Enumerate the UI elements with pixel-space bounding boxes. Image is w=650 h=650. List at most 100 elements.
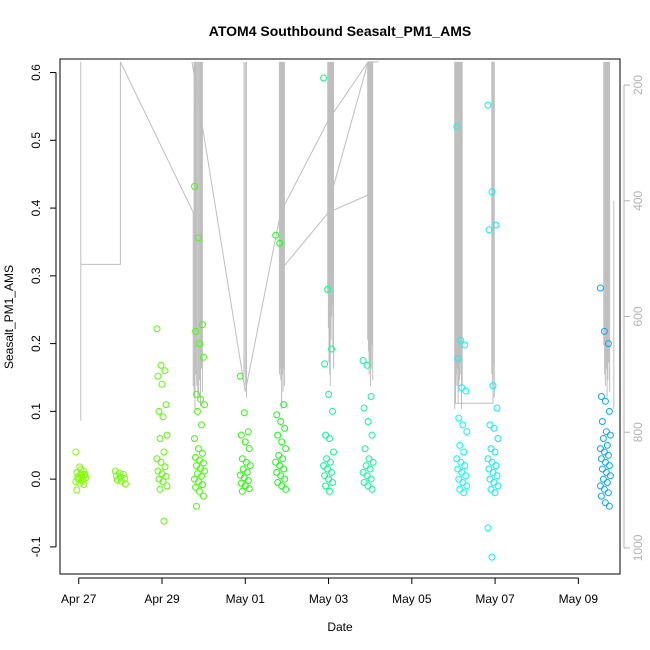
data-point [463,482,471,490]
data-point [598,418,606,425]
data-point [159,478,167,486]
x-tick-label: Apr 29 [144,592,180,606]
data-point [199,321,206,329]
data-point [273,468,281,476]
data-point [597,455,605,463]
data-point [606,472,614,480]
data-point [197,395,204,403]
data-point [459,421,467,429]
data-point [241,438,249,446]
data-point [327,458,334,466]
y-tick-label: -0.1 [29,536,43,557]
data-point [274,431,282,439]
data-point [601,458,609,466]
data-point [602,428,610,436]
data-point [605,407,613,415]
data-point [325,390,333,398]
x-tick-label: May 05 [392,592,432,606]
data-point [158,380,166,388]
data-point [236,372,244,380]
data-point [161,463,169,471]
data-point [604,451,612,459]
data-point [489,382,497,390]
data-points [72,74,614,561]
data-point [462,387,470,395]
data-point [244,428,252,436]
data-point [245,485,253,493]
data-point [243,468,251,476]
data-point [274,479,282,486]
data-point [455,475,463,483]
data-point [199,449,206,457]
data-point [462,472,470,480]
data-point [320,74,328,82]
data-point [460,489,468,497]
plot-frame [59,58,621,575]
data-point [603,479,611,486]
data-point [459,479,467,486]
x-tick-label: May 09 [559,592,599,606]
data-point [195,234,202,242]
data-point [198,421,205,429]
x-tick-label: Apr 27 [61,592,97,606]
data-point [456,485,464,493]
data-point [488,458,496,466]
data-point [463,428,471,436]
data-point [281,475,289,483]
data-point [192,327,199,335]
data-point [279,455,287,463]
data-point [330,448,337,456]
data-point [157,361,165,369]
data-point [328,468,335,476]
altitude-segment [280,194,369,271]
data-point [73,486,81,494]
data-point [278,482,286,490]
y-axis: -0.1 0.0 0.1 0.2 0.3 0.4 0.5 0.6 [29,64,57,557]
data-point [484,101,492,109]
data-point [598,465,606,473]
data-point [272,458,280,466]
data-point [488,188,496,196]
data-point [361,445,369,453]
data-point [364,418,372,425]
data-point [485,226,493,234]
data-point [156,485,164,493]
data-point [320,462,328,470]
data-point [113,476,121,484]
data-point [484,524,492,532]
data-point [453,123,461,131]
data-point [597,492,605,500]
data-point [282,485,290,493]
data-point [192,483,199,491]
data-point [487,485,495,493]
data-point [245,445,253,453]
data-point [326,487,333,495]
data-point [490,479,498,486]
right-tick-label: 600 [631,306,645,326]
data-point [602,468,610,476]
data-point [282,445,290,453]
data-point [191,435,198,442]
data-point [153,325,161,333]
y-tick-label: 0.4 [29,199,43,216]
data-point [196,340,203,348]
data-point [163,431,171,439]
data-point [321,360,329,368]
altitude-track [80,61,615,421]
data-point [321,472,329,480]
data-point [457,458,465,466]
data-point [488,553,496,561]
data-point [112,472,120,480]
data-point [160,448,168,456]
data-point [494,482,502,490]
data-point [200,459,207,467]
data-point [455,414,463,422]
data-point [153,455,161,463]
data-point [276,462,284,470]
data-point [363,361,371,369]
data-point [81,470,89,478]
data-point [194,407,201,415]
x-axis-label: Date [327,620,353,634]
data-point [329,407,336,415]
data-point [277,418,285,425]
